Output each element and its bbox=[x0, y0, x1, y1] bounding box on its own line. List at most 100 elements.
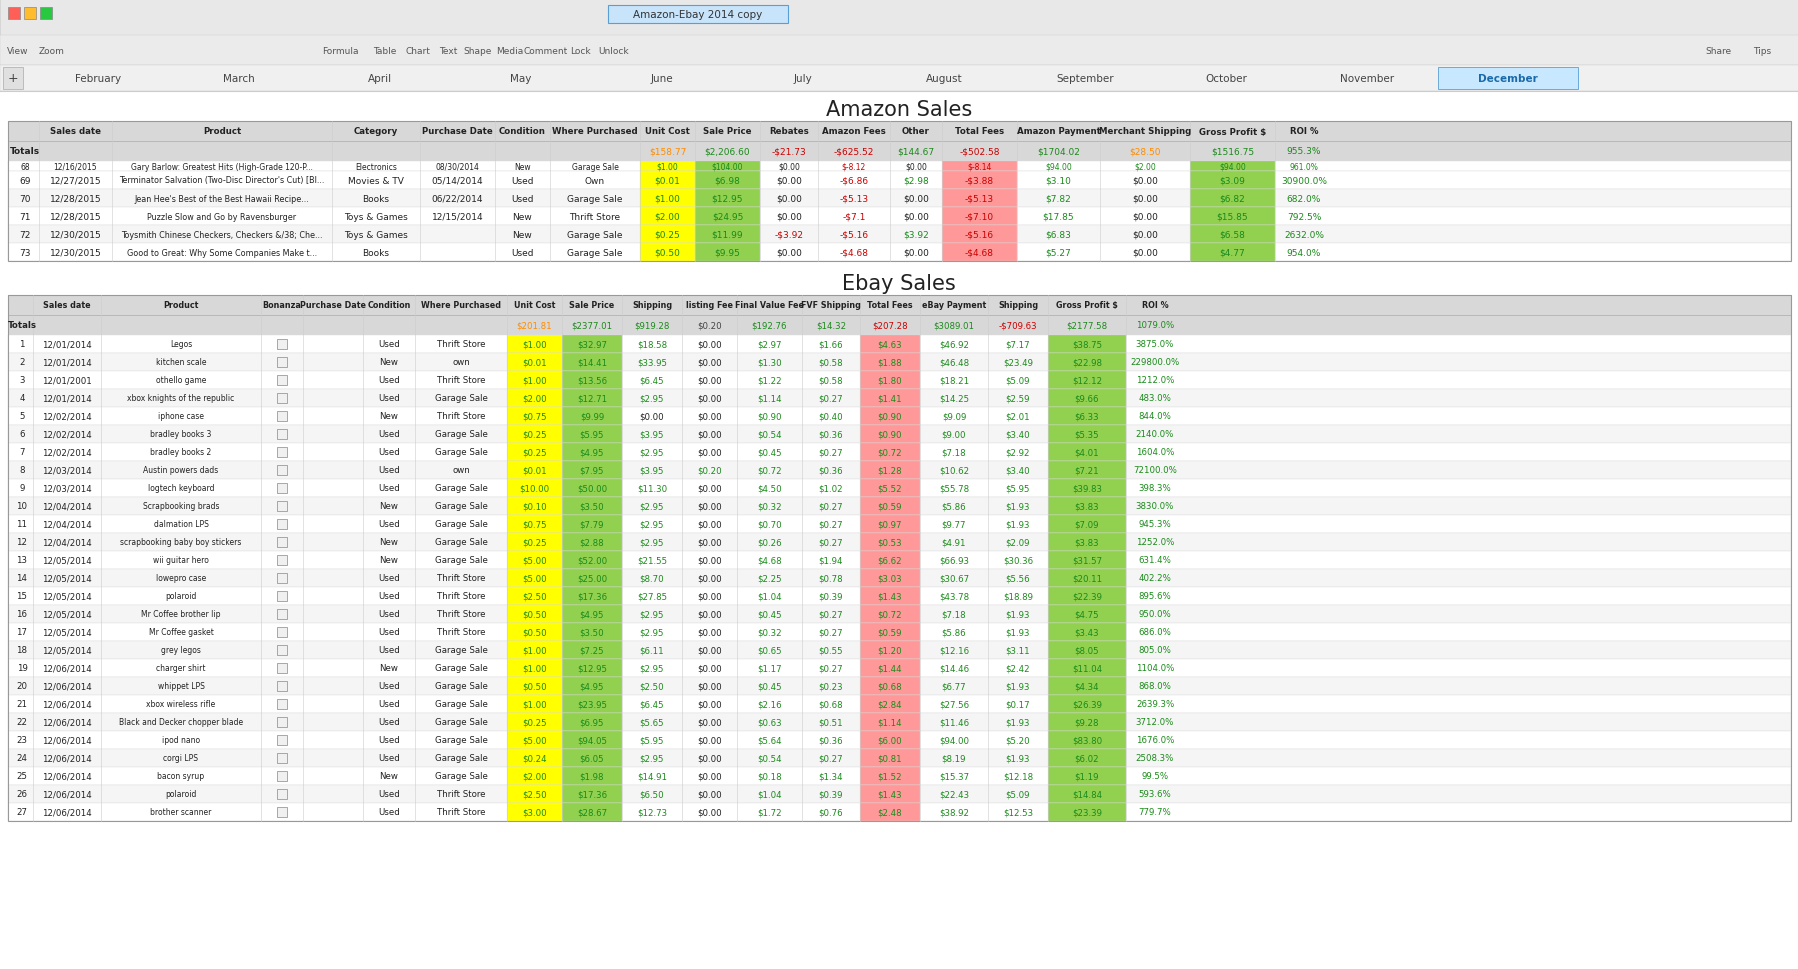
Text: October: October bbox=[1205, 74, 1246, 84]
Bar bbox=[1048, 785, 1126, 803]
Bar bbox=[1048, 749, 1126, 767]
Text: $7.17: $7.17 bbox=[1005, 340, 1030, 349]
Bar bbox=[1048, 732, 1126, 749]
Text: 3712.0%: 3712.0% bbox=[1135, 718, 1174, 727]
Text: 08/30/2014: 08/30/2014 bbox=[435, 163, 480, 172]
Text: $0.68: $0.68 bbox=[818, 700, 843, 708]
Text: 483.0%: 483.0% bbox=[1138, 394, 1170, 403]
Bar bbox=[561, 335, 622, 354]
Text: 2508.3%: 2508.3% bbox=[1135, 754, 1174, 763]
Text: $6.45: $6.45 bbox=[640, 376, 663, 385]
Text: $0.54: $0.54 bbox=[757, 754, 782, 763]
Text: $4.77: $4.77 bbox=[1219, 248, 1244, 257]
Text: $0.72: $0.72 bbox=[877, 610, 903, 619]
Text: $1.52: $1.52 bbox=[877, 771, 903, 781]
Text: $14.46: $14.46 bbox=[939, 664, 969, 672]
Text: 26: 26 bbox=[16, 790, 27, 798]
Text: $2.50: $2.50 bbox=[640, 682, 663, 691]
Text: brother scanner: brother scanner bbox=[151, 808, 212, 817]
Text: $5.95: $5.95 bbox=[1005, 484, 1030, 493]
Bar bbox=[507, 425, 561, 444]
Text: $0.00: $0.00 bbox=[698, 574, 721, 583]
Bar bbox=[7, 141, 1791, 162]
Bar bbox=[1048, 480, 1126, 497]
Text: 12/06/2014: 12/06/2014 bbox=[41, 754, 92, 763]
Bar bbox=[561, 587, 622, 606]
Bar bbox=[507, 732, 561, 749]
Text: 27: 27 bbox=[16, 808, 27, 817]
Text: $0.72: $0.72 bbox=[877, 448, 903, 457]
Text: $0.00: $0.00 bbox=[698, 610, 721, 619]
Text: $9.77: $9.77 bbox=[940, 520, 966, 529]
Text: lowepro case: lowepro case bbox=[156, 574, 207, 583]
Text: 844.0%: 844.0% bbox=[1138, 412, 1170, 422]
Bar bbox=[277, 484, 288, 493]
Bar bbox=[507, 749, 561, 767]
Bar bbox=[694, 172, 759, 190]
Text: -$7.1: -$7.1 bbox=[841, 212, 865, 221]
Bar bbox=[859, 732, 919, 749]
Text: Zoom: Zoom bbox=[40, 47, 65, 55]
Text: $2.92: $2.92 bbox=[1005, 448, 1030, 457]
Bar bbox=[507, 767, 561, 785]
Bar bbox=[1048, 516, 1126, 534]
Text: eBay Payment: eBay Payment bbox=[921, 301, 985, 310]
Text: Amazon Fees: Amazon Fees bbox=[822, 127, 885, 137]
Text: $0.55: $0.55 bbox=[818, 645, 843, 655]
Text: $3.00: $3.00 bbox=[521, 808, 547, 817]
Text: 1604.0%: 1604.0% bbox=[1135, 448, 1174, 457]
Text: December: December bbox=[1478, 74, 1537, 84]
Text: $0.25: $0.25 bbox=[521, 538, 547, 547]
Text: Garage Sale: Garage Sale bbox=[435, 448, 487, 457]
Text: $1.93: $1.93 bbox=[1005, 628, 1030, 637]
Text: 69: 69 bbox=[20, 176, 31, 185]
Bar bbox=[277, 700, 288, 709]
Text: $30.67: $30.67 bbox=[939, 574, 969, 583]
Text: $0.00: $0.00 bbox=[698, 754, 721, 763]
Bar bbox=[1048, 461, 1126, 480]
Text: -$709.63: -$709.63 bbox=[998, 321, 1037, 330]
Text: $18.21: $18.21 bbox=[939, 376, 969, 385]
Text: $0.45: $0.45 bbox=[757, 448, 782, 457]
Bar bbox=[7, 172, 1791, 190]
Text: 955.3%: 955.3% bbox=[1286, 147, 1320, 156]
Text: $1.34: $1.34 bbox=[818, 771, 843, 781]
Text: $0.76: $0.76 bbox=[818, 808, 843, 817]
Text: $4.63: $4.63 bbox=[877, 340, 903, 349]
Text: $0.00: $0.00 bbox=[1131, 231, 1158, 239]
Text: $0.00: $0.00 bbox=[775, 195, 802, 203]
Text: Table: Table bbox=[374, 47, 397, 55]
Bar bbox=[942, 207, 1016, 226]
Text: $0.59: $0.59 bbox=[877, 502, 903, 511]
Bar bbox=[7, 551, 1791, 570]
Text: 402.2%: 402.2% bbox=[1138, 574, 1170, 583]
Text: $2.00: $2.00 bbox=[654, 212, 680, 221]
Text: wii guitar hero: wii guitar hero bbox=[153, 556, 209, 565]
Bar bbox=[561, 749, 622, 767]
Bar bbox=[7, 408, 1791, 425]
Bar bbox=[859, 551, 919, 570]
Text: $0.25: $0.25 bbox=[654, 231, 680, 239]
Text: 12/06/2014: 12/06/2014 bbox=[41, 682, 92, 691]
Bar bbox=[694, 244, 759, 262]
Text: $1.93: $1.93 bbox=[1005, 610, 1030, 619]
Bar bbox=[507, 534, 561, 551]
Text: $0.26: $0.26 bbox=[757, 538, 782, 547]
Text: $0.75: $0.75 bbox=[521, 520, 547, 529]
Text: 12/30/2015: 12/30/2015 bbox=[50, 231, 101, 239]
Bar bbox=[4, 68, 23, 90]
Text: Mr Coffee gasket: Mr Coffee gasket bbox=[149, 628, 214, 637]
Bar bbox=[561, 677, 622, 696]
Text: $3.95: $3.95 bbox=[640, 466, 663, 475]
Text: Garage Sale: Garage Sale bbox=[572, 163, 619, 172]
Text: 12/03/2014: 12/03/2014 bbox=[41, 484, 92, 493]
Bar bbox=[1048, 623, 1126, 641]
Bar bbox=[561, 408, 622, 425]
Bar bbox=[1048, 570, 1126, 587]
Text: $12.95: $12.95 bbox=[712, 195, 743, 203]
Text: -$5.13: -$5.13 bbox=[840, 195, 868, 203]
Text: $11.99: $11.99 bbox=[712, 231, 743, 239]
Text: 593.6%: 593.6% bbox=[1138, 790, 1170, 798]
Text: $3.43: $3.43 bbox=[1073, 628, 1099, 637]
Bar bbox=[1048, 587, 1126, 606]
